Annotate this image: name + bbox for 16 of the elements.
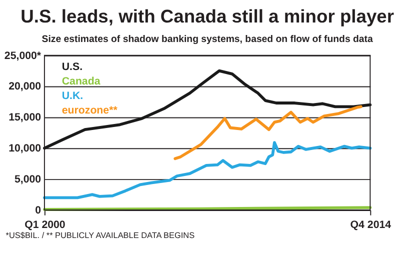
x-tick-label: Q4 2014 xyxy=(350,218,392,231)
y-tick-label: 20,000 xyxy=(8,80,42,93)
y-tick-label: 25,000* xyxy=(4,50,42,62)
y-tick-label: 15,000 xyxy=(8,112,42,124)
line-series xyxy=(174,105,362,160)
chart-title: U.S. leads, with Canada still a minor player xyxy=(20,6,394,27)
x-tick-label: Q1 2000 xyxy=(24,218,66,231)
text: eurozone** xyxy=(62,104,118,116)
y-tick-label: 0 xyxy=(35,204,42,216)
y-tick-label: 10,000 xyxy=(8,142,42,155)
chart-subtitle: Size estimates of shadow banking systems, based on flow of funds data xyxy=(42,34,374,45)
y-tick-label: 5,000 xyxy=(14,173,42,186)
text: Canada xyxy=(62,75,100,88)
line-series xyxy=(43,141,372,200)
text: U.S. xyxy=(62,60,83,73)
text: U.K. xyxy=(62,90,84,102)
